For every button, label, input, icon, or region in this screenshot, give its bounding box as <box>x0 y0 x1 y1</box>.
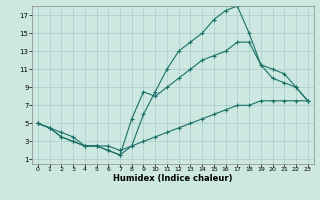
X-axis label: Humidex (Indice chaleur): Humidex (Indice chaleur) <box>113 174 233 183</box>
